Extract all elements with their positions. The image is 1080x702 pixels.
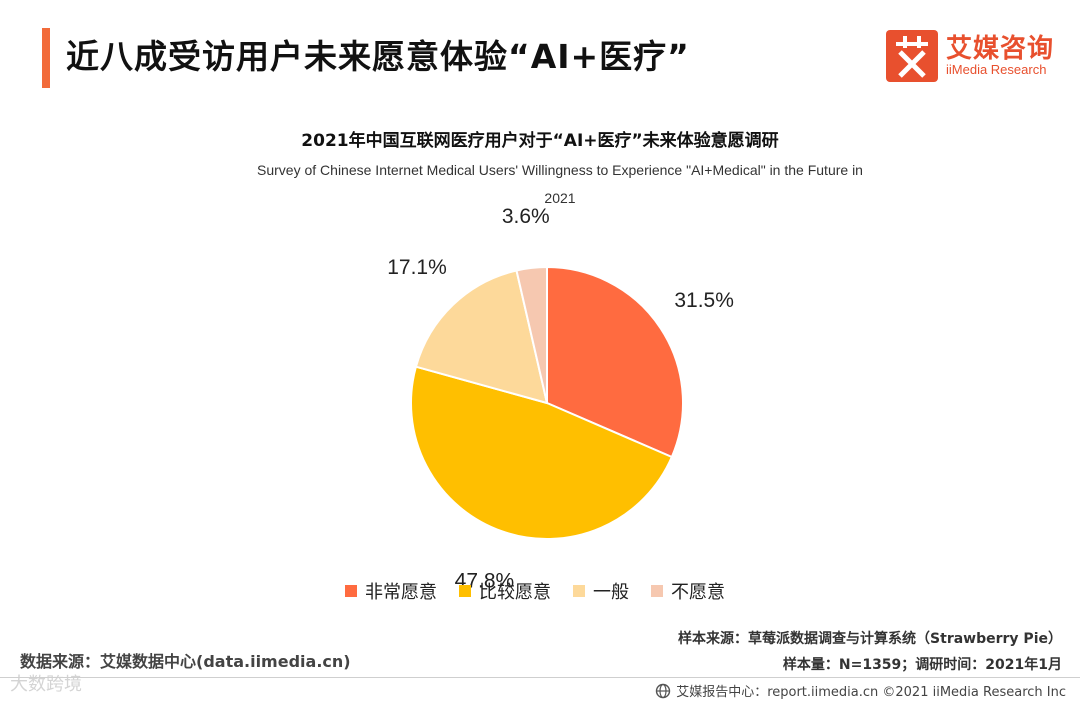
title-accent-bar: [42, 28, 50, 88]
sample-info: 样本量：N=1359；调研时间：2021年1月: [782, 657, 1062, 673]
chart-legend: 非常愿意 比较愿意 一般 不愿意: [345, 578, 747, 604]
legend-item-2: 比较愿意: [459, 578, 551, 604]
footer-divider: [0, 677, 1080, 678]
chart-title: 2021年中国互联网医疗用户对于“AI+医疗”未来体验意愿调研: [301, 131, 779, 151]
legend-swatch-1: [345, 585, 357, 597]
pie-data-label-4: 3.6%: [502, 205, 550, 228]
legend-item-4: 不愿意: [651, 578, 725, 604]
legend-item-3: 一般: [573, 578, 629, 604]
legend-label-3: 一般: [593, 582, 629, 603]
chart-subtitle: Survey of Chinese Internet Medical Users…: [257, 162, 863, 206]
legend-swatch-2: [459, 585, 471, 597]
globe-icon: [655, 683, 671, 698]
watermark-text: 大数跨境: [10, 674, 82, 695]
legend-label-1: 非常愿意: [365, 582, 437, 603]
pie-slice-3: [414, 269, 549, 405]
iimedia-logo-mark: [886, 30, 938, 82]
page-title: 近八成受访用户未来愿意体验“AI+医疗”: [66, 37, 690, 76]
legend-swatch-4: [651, 585, 663, 597]
legend-label-2: 比较愿意: [479, 582, 551, 603]
iimedia-logo: 艾媒咨询 iiMedia Research: [886, 30, 1066, 86]
pie-data-label-3: 17.1%: [387, 256, 447, 279]
data-source: 数据来源：艾媒数据中心(data.iimedia.cn): [20, 652, 351, 671]
pie-slice-1: [546, 265, 684, 459]
logo-chinese-name: 艾媒咨询: [946, 34, 1055, 64]
legend-label-4: 不愿意: [671, 582, 725, 603]
legend-swatch-3: [573, 585, 585, 597]
logo-english-name: iiMedia Research: [946, 62, 1047, 77]
legend-item-1: 非常愿意: [345, 578, 437, 604]
pie-data-label-1: 31.5%: [674, 289, 734, 312]
sample-source: 样本来源：草莓派数据调查与计算系统（Strawberry Pie）: [678, 631, 1062, 647]
pie-slice-2: [410, 365, 674, 540]
report-center-text: 艾媒报告中心：report.iimedia.cn ©2021 iiMedia R…: [676, 685, 1066, 700]
pie-slice-4: [515, 265, 548, 404]
footer-report-center: 艾媒报告中心：report.iimedia.cn ©2021 iiMedia R…: [655, 681, 1066, 700]
